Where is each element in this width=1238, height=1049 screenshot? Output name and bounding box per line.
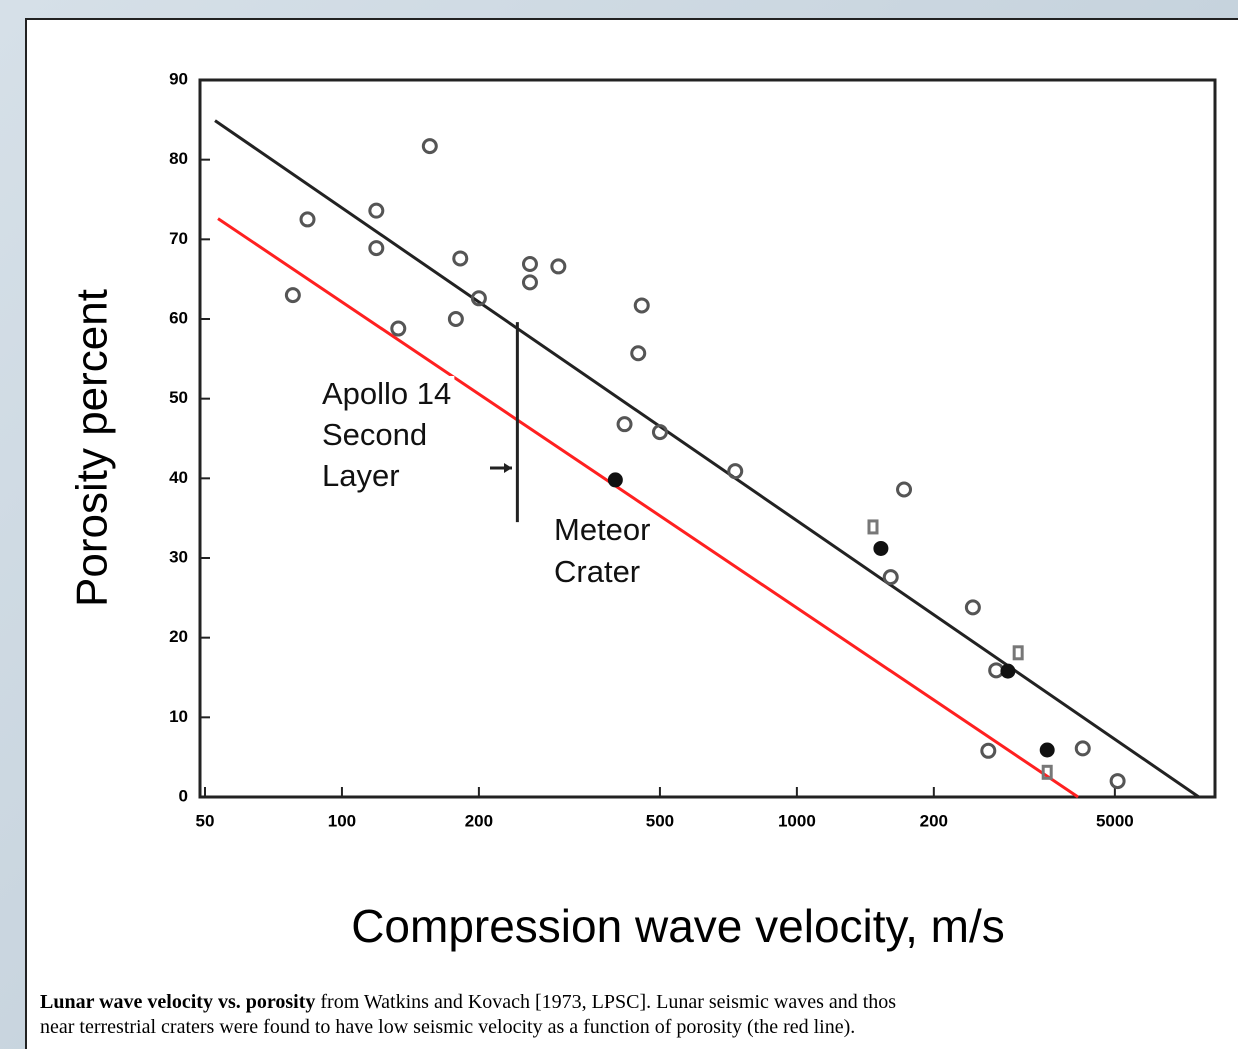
point: [633, 297, 650, 314]
x-tick-label: 100: [328, 811, 356, 830]
point: [1012, 645, 1024, 661]
x-tick-label: 200: [465, 811, 493, 830]
annotation: Apollo 14: [322, 376, 451, 411]
point: [550, 258, 567, 275]
annotation: Crater: [554, 554, 640, 589]
point: [607, 472, 623, 488]
point: [1041, 764, 1053, 780]
point: [521, 256, 538, 273]
plot-frame: [198, 78, 1217, 799]
point: [368, 240, 385, 257]
x-tick-label: 5000: [1096, 811, 1134, 830]
caption: Lunar wave velocity vs. porosity from Wa…: [40, 990, 1238, 1040]
y-tick-label: 10: [169, 707, 188, 726]
point: [1039, 742, 1055, 758]
annotation: Second: [322, 417, 427, 452]
y-axis-label: Porosity percent: [68, 289, 117, 607]
figure-panel: [25, 18, 1238, 1049]
y-tick-label: 0: [179, 786, 188, 805]
fit-line: [214, 119, 1200, 799]
x-tick-label: 1000: [778, 811, 816, 830]
point: [964, 599, 981, 616]
point: [284, 287, 301, 304]
point: [299, 211, 316, 228]
annotation: Meteor: [554, 512, 650, 547]
caption-text: from Watkins and Kovach [1973, LPSC]. Lu…: [315, 991, 897, 1013]
point: [630, 345, 647, 362]
point: [882, 569, 899, 586]
x-tick-label: 200: [920, 811, 948, 830]
point: [447, 311, 464, 327]
point: [368, 202, 385, 219]
point: [390, 320, 407, 337]
point: [980, 742, 997, 759]
y-tick-label: 40: [169, 468, 188, 487]
point: [651, 424, 668, 441]
caption-text: near terrestrial craters were found to h…: [40, 1016, 856, 1038]
point: [1109, 773, 1126, 790]
point: [521, 274, 538, 291]
point: [896, 481, 913, 498]
x-tick-label: 500: [646, 811, 674, 830]
x-axis-label: Compression wave velocity, m/s: [351, 900, 1005, 952]
point: [873, 540, 889, 556]
y-tick-label: 20: [169, 627, 188, 646]
y-tick-label: 80: [169, 149, 188, 168]
point: [470, 290, 487, 307]
point: [616, 416, 633, 433]
y-tick-label: 90: [169, 69, 188, 88]
point: [1000, 663, 1016, 679]
y-tick-label: 60: [169, 308, 188, 327]
annotation: Layer: [322, 458, 400, 493]
point: [421, 138, 438, 155]
point: [727, 463, 744, 480]
point: [1074, 740, 1091, 757]
annotation-arrowhead: [504, 463, 512, 473]
y-tick-label: 70: [169, 229, 188, 248]
y-tick-label: 50: [169, 388, 188, 407]
fit-line: [217, 217, 1079, 799]
x-tick-label: 50: [196, 811, 215, 830]
point: [452, 250, 469, 267]
point: [867, 519, 879, 535]
caption-bold: Lunar wave velocity vs. porosity: [40, 991, 316, 1013]
y-tick-label: 30: [169, 547, 188, 566]
